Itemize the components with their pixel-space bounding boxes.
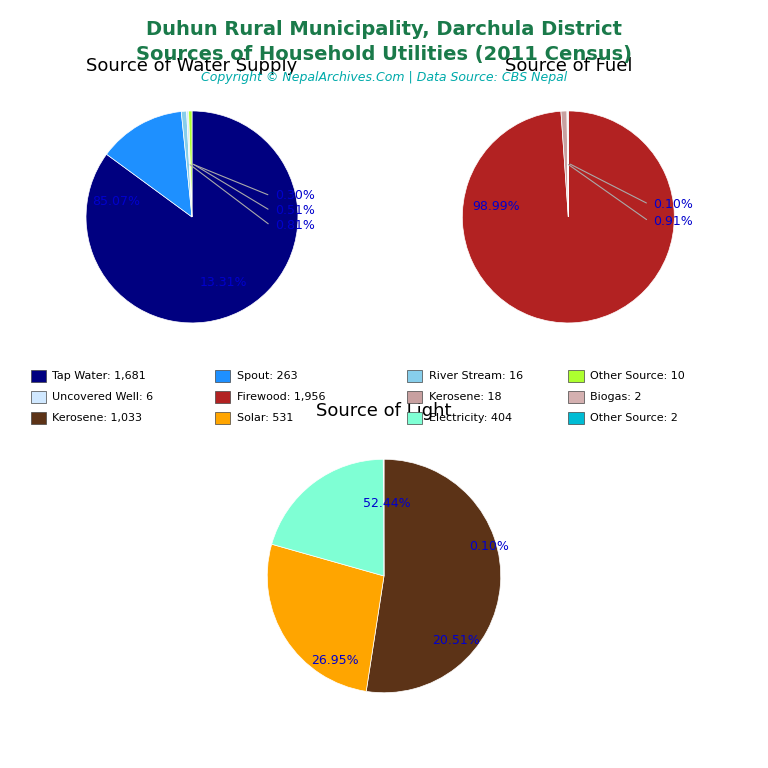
Wedge shape [86, 111, 298, 323]
Text: Copyright © NepalArchives.Com | Data Source: CBS Nepal: Copyright © NepalArchives.Com | Data Sou… [201, 71, 567, 84]
Text: 98.99%: 98.99% [472, 200, 520, 213]
Wedge shape [366, 459, 501, 693]
Text: Other Source: 2: Other Source: 2 [590, 412, 677, 423]
Wedge shape [561, 111, 568, 217]
Text: Biogas: 2: Biogas: 2 [590, 392, 641, 402]
Text: 85.07%: 85.07% [91, 194, 140, 207]
Title: Source of Water Supply: Source of Water Supply [86, 57, 298, 74]
Text: 0.30%: 0.30% [275, 189, 315, 202]
Text: Spout: 263: Spout: 263 [237, 371, 297, 382]
Wedge shape [272, 459, 384, 576]
Text: Kerosene: 1,033: Kerosene: 1,033 [52, 412, 142, 423]
Text: 0.81%: 0.81% [275, 219, 315, 232]
Title: Source of Light: Source of Light [316, 402, 452, 420]
Text: Sources of Household Utilities (2011 Census): Sources of Household Utilities (2011 Cen… [136, 45, 632, 64]
Text: Electricity: 404: Electricity: 404 [429, 412, 511, 423]
Text: 26.95%: 26.95% [311, 654, 359, 667]
Title: Source of Fuel: Source of Fuel [505, 57, 632, 74]
Text: Tap Water: 1,681: Tap Water: 1,681 [52, 371, 146, 382]
Text: Other Source: 10: Other Source: 10 [590, 371, 684, 382]
Text: Solar: 531: Solar: 531 [237, 412, 293, 423]
Text: 13.31%: 13.31% [200, 276, 247, 290]
Text: Kerosene: 18: Kerosene: 18 [429, 392, 502, 402]
Text: 0.91%: 0.91% [653, 215, 693, 227]
Wedge shape [189, 111, 192, 217]
Text: Duhun Rural Municipality, Darchula District: Duhun Rural Municipality, Darchula Distr… [146, 20, 622, 39]
Text: 0.10%: 0.10% [469, 541, 509, 553]
Text: Uncovered Well: 6: Uncovered Well: 6 [52, 392, 154, 402]
Text: 0.51%: 0.51% [275, 204, 315, 217]
Wedge shape [187, 111, 192, 217]
Text: 20.51%: 20.51% [432, 634, 480, 647]
Wedge shape [567, 111, 568, 217]
Wedge shape [267, 545, 384, 691]
Text: 0.10%: 0.10% [653, 197, 693, 210]
Wedge shape [107, 111, 192, 217]
Wedge shape [181, 111, 192, 217]
Text: 52.44%: 52.44% [362, 497, 410, 510]
Text: River Stream: 16: River Stream: 16 [429, 371, 523, 382]
Wedge shape [462, 111, 674, 323]
Text: Firewood: 1,956: Firewood: 1,956 [237, 392, 325, 402]
